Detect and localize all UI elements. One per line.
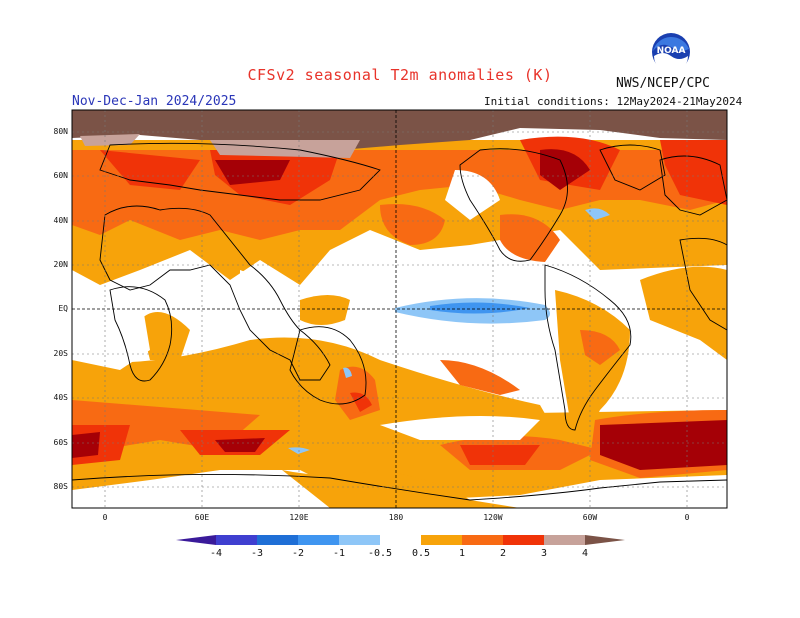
colorbar-swatch-neg1 xyxy=(298,535,339,545)
colorbar-label: -3 xyxy=(250,548,264,559)
logo-text: NOAA xyxy=(657,46,686,56)
colorbar-label: -4 xyxy=(209,548,223,559)
agency-label: NWS/NCEP/CPC xyxy=(616,76,710,91)
colorbar-label: 1 xyxy=(458,548,466,559)
coastlines xyxy=(72,142,727,501)
colorbar-swatch-pos2 xyxy=(503,535,544,545)
colorbar-swatch-neg3 xyxy=(216,535,257,545)
lat-label: 80S xyxy=(53,482,68,491)
map-title: CFSv2 seasonal T2m anomalies (K) xyxy=(247,66,553,84)
colorbar-swatch-neutral xyxy=(380,535,421,545)
lon-label: 120W xyxy=(483,513,503,522)
equator-dateline xyxy=(72,110,727,508)
lon-label: 0 xyxy=(684,513,690,522)
lat-label: 20N xyxy=(53,260,68,269)
colorbar xyxy=(176,535,625,545)
colorbar-swatch-pos05 xyxy=(421,535,462,545)
colorbar-swatch-pos4 xyxy=(544,535,585,545)
lat-label: EQ xyxy=(58,304,68,313)
forecast-period: Nov-Dec-Jan 2024/2025 xyxy=(72,94,237,109)
colorbar-label: 2 xyxy=(499,548,507,559)
noaa-logo-icon: NOAA xyxy=(652,33,690,72)
lon-label: 0 xyxy=(102,513,108,522)
colorbar-swatch-neg2 xyxy=(257,535,298,545)
colorbar-swatch-neg05 xyxy=(339,535,380,545)
initial-conditions: Initial conditions: 12May2024-21May2024 xyxy=(484,95,743,108)
colorbar-label: 4 xyxy=(581,548,589,559)
lat-label: 40S xyxy=(53,393,68,402)
colorbar-label: -2 xyxy=(291,548,305,559)
colorbar-label: 3 xyxy=(540,548,548,559)
lat-label: 40N xyxy=(53,216,68,225)
lat-label: 80N xyxy=(53,127,68,136)
lon-label: 180 xyxy=(388,513,404,522)
lat-label: 60N xyxy=(53,171,68,180)
lon-label: 120E xyxy=(289,513,309,522)
colorbar-swatch-neg4 xyxy=(176,535,216,545)
colorbar-swatch-pos1 xyxy=(462,535,503,545)
map-frame xyxy=(71,109,728,509)
lon-label: 60E xyxy=(194,513,210,522)
colorbar-label: -1 xyxy=(332,548,346,559)
colorbar-swatch-pos5 xyxy=(585,535,625,545)
lat-lon-grid xyxy=(72,110,727,508)
colorbar-label: -0.5 xyxy=(367,548,393,559)
lat-label: 20S xyxy=(53,349,68,358)
colorbar-label: 0.5 xyxy=(411,548,431,559)
lon-label: 60W xyxy=(582,513,598,522)
lat-label: 60S xyxy=(53,438,68,447)
